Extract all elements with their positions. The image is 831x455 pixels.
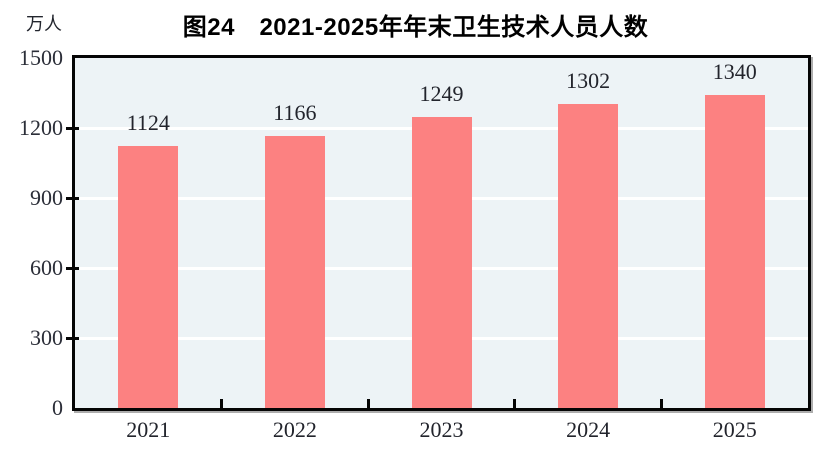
bar-value-label-2022: 1166: [273, 99, 317, 125]
y-axis-tick-1200: [66, 126, 79, 130]
y-axis-unit-label: 万人: [26, 14, 62, 34]
bar-2021: [118, 145, 179, 408]
x-axis-tick-1: [220, 399, 224, 408]
x-tick-label-2023: 2023: [419, 417, 464, 442]
y-axis-tick-900: [66, 196, 79, 200]
x-tick-label-2021: 2021: [126, 417, 171, 442]
chart-title: 图24 2021-2025年年末卫生技术人员人数: [182, 14, 649, 41]
bar-value-label-2021: 1124: [126, 109, 170, 135]
plot-area: 1124 1166 1249 1302 1340: [72, 55, 811, 411]
x-axis-tick-4: [659, 399, 663, 408]
y-tick-label-0: 0: [52, 395, 63, 420]
bar-2023: [411, 116, 472, 408]
bar-2022: [264, 135, 325, 408]
y-tick-label-1200: 1200: [19, 115, 63, 140]
x-axis-tick-3: [513, 399, 517, 408]
y-axis-tick-300: [66, 336, 79, 340]
y-tick-label-600: 600: [30, 255, 63, 280]
y-tick-label-300: 300: [30, 325, 63, 350]
x-tick-label-2024: 2024: [566, 417, 611, 442]
bar-value-label-2025: 1340: [712, 59, 757, 85]
y-axis-tick-600: [66, 266, 79, 270]
y-tick-label-1500: 1500: [19, 45, 63, 70]
bar-2024: [558, 104, 619, 408]
bar-2025: [704, 95, 765, 408]
bar-value-label-2023: 1249: [419, 80, 464, 106]
y-tick-label-900: 900: [30, 185, 63, 210]
x-tick-label-2025: 2025: [712, 417, 757, 442]
x-tick-label-2022: 2022: [272, 417, 317, 442]
bar-value-label-2024: 1302: [566, 68, 611, 94]
x-axis-tick-2: [366, 399, 370, 408]
